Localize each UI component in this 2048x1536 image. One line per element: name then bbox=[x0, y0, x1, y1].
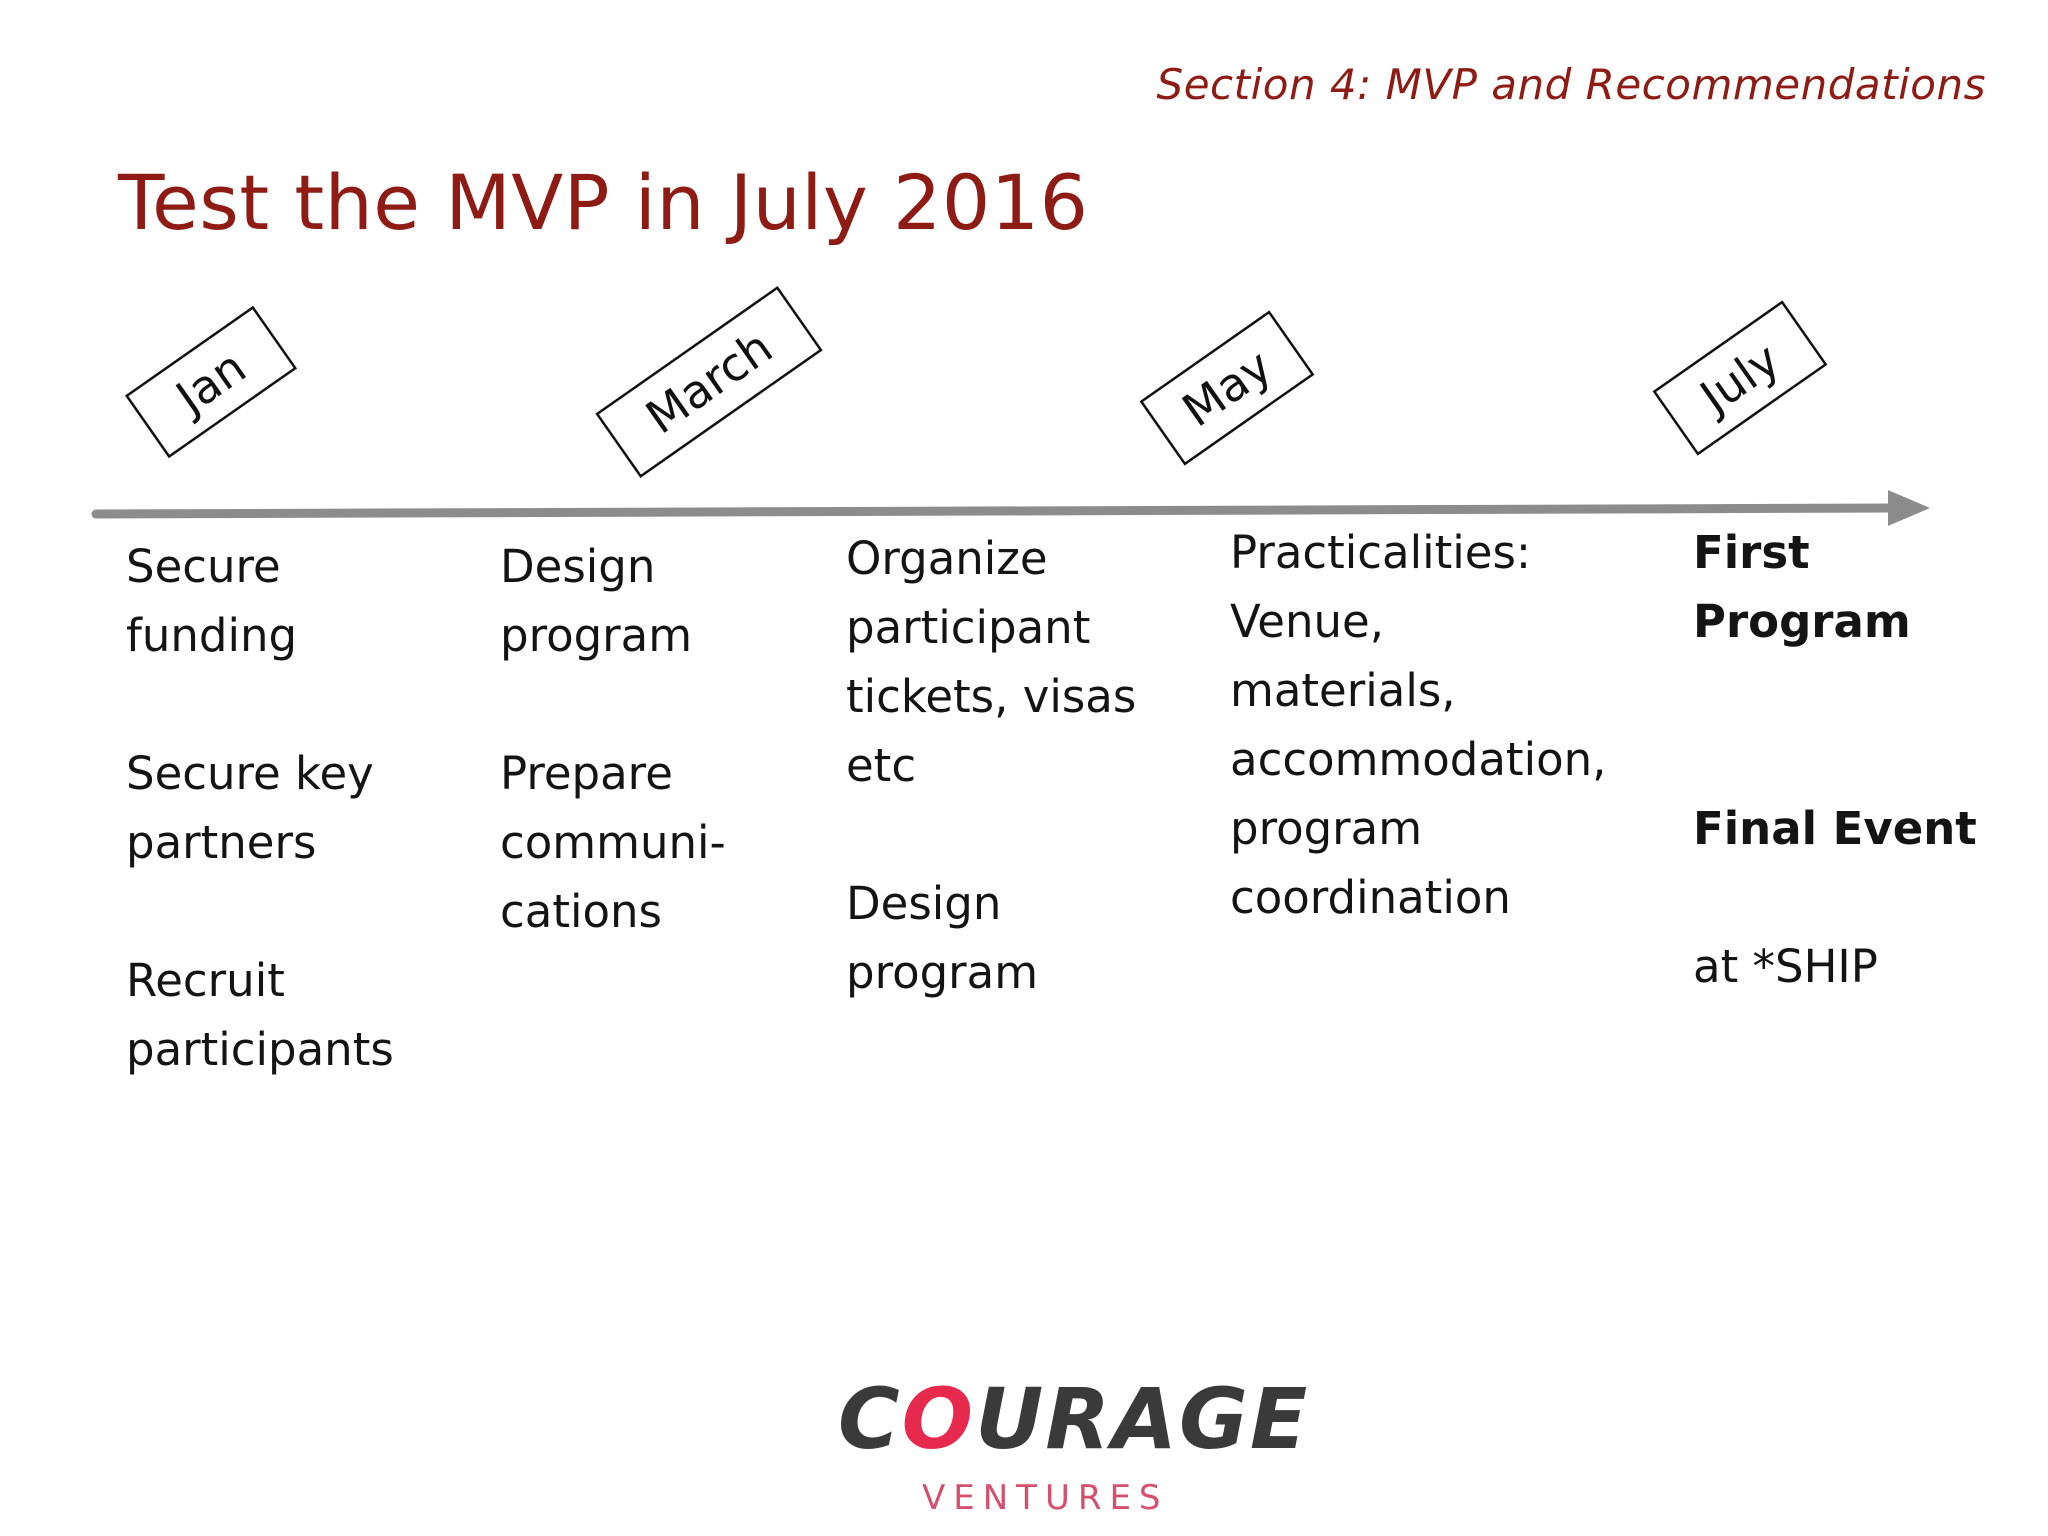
month-label-jan: Jan bbox=[124, 305, 298, 459]
month-label-may: May bbox=[1139, 310, 1315, 466]
milestone-item: Design program bbox=[846, 877, 1039, 999]
milestone-item: Secure key partners bbox=[126, 747, 374, 869]
month-label-july: July bbox=[1652, 300, 1828, 456]
timeline-arrow-shaft bbox=[91, 503, 1905, 519]
milestone-item-first-program: First Program bbox=[1693, 526, 1911, 648]
milestone-item-final-event: Final Event at *SHIP bbox=[1693, 725, 1977, 1001]
final-event-location: at *SHIP bbox=[1693, 940, 1878, 993]
milestone-item: Practicalities: Venue, materials, accomm… bbox=[1230, 526, 1607, 924]
courage-ventures-logo: COURAGE VENTURES bbox=[838, 1370, 1307, 1520]
timeline-column-may: Practicalities: Venue, materials, accomm… bbox=[1230, 518, 1606, 932]
logo-subtitle: VENTURES bbox=[922, 1478, 1169, 1518]
page-title: Test the MVP in July 2016 bbox=[118, 158, 1089, 247]
final-event-label: Final Event bbox=[1693, 802, 1977, 855]
timeline-arrow-head bbox=[1888, 490, 1930, 526]
timeline-column-april: Organize participant tickets, visas etc … bbox=[846, 524, 1136, 1007]
milestone-item: Recruit participants bbox=[126, 954, 394, 1076]
milestone-item: Design program bbox=[500, 540, 693, 662]
month-box bbox=[595, 286, 823, 478]
section-label: Section 4: MVP and Recommendations bbox=[1156, 60, 1986, 109]
logo-letters: URAGE bbox=[975, 1370, 1310, 1468]
milestone-item: Prepare communi- cations bbox=[500, 747, 726, 938]
milestone-item: Secure funding bbox=[126, 540, 298, 662]
timeline-column-jan: Secure funding Secure key partners Recru… bbox=[126, 532, 394, 1084]
logo-letter-o: O bbox=[901, 1370, 976, 1468]
timeline-column-march: Design program Prepare communi- cations bbox=[500, 532, 726, 946]
timeline-column-july: First Program Final Event at *SHIP bbox=[1693, 518, 1977, 1001]
logo-wordmark: COURAGE bbox=[838, 1370, 1309, 1468]
month-box bbox=[1652, 300, 1828, 456]
month-box bbox=[1139, 310, 1315, 466]
month-label-march: March bbox=[595, 286, 823, 478]
logo-letter: C bbox=[838, 1370, 902, 1468]
month-box bbox=[124, 305, 298, 459]
milestone-item: Organize participant tickets, visas etc bbox=[846, 532, 1137, 792]
